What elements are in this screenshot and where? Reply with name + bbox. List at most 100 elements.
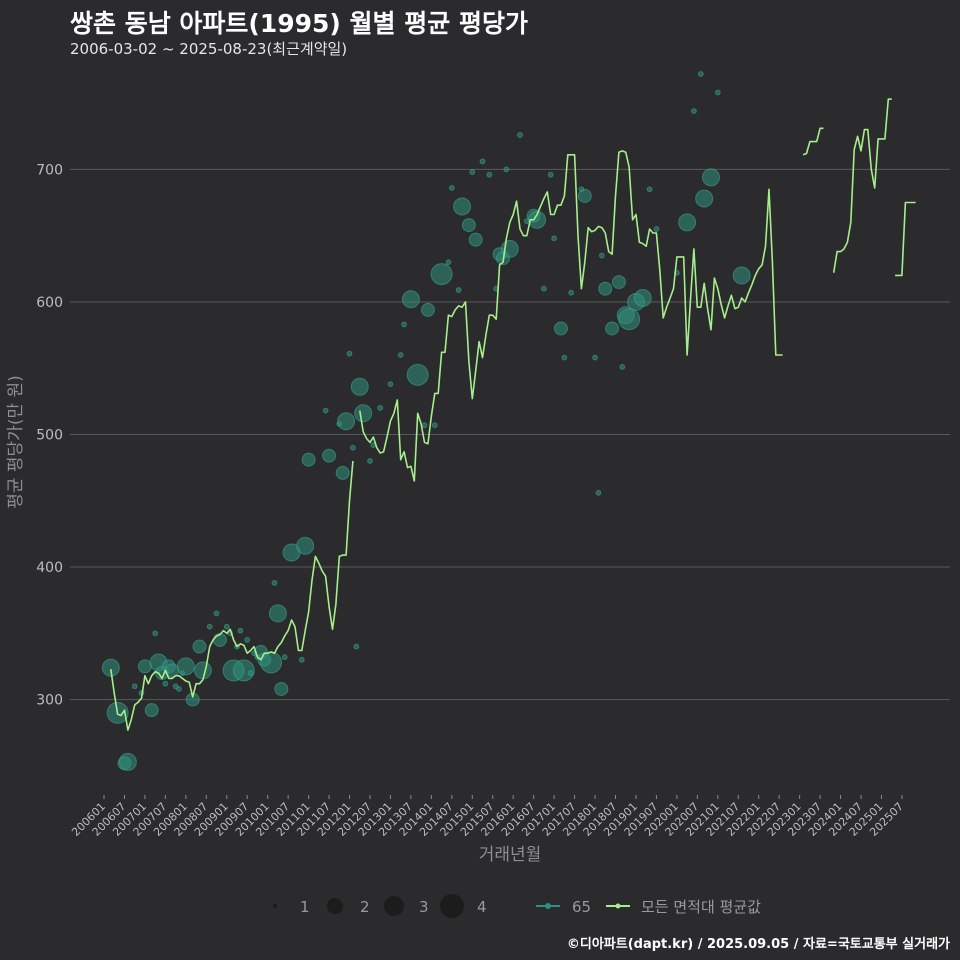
legend-size-1 (272, 903, 278, 909)
average-line-segment (832, 98, 892, 273)
legend-size-label: 4 (477, 898, 487, 916)
data-point-65 (322, 407, 329, 414)
data-point-65 (353, 643, 360, 650)
data-point-65 (350, 444, 356, 451)
data-point-65 (118, 752, 137, 771)
legend-size-label: 2 (360, 898, 370, 916)
series-65-points (101, 71, 751, 771)
data-point-65 (271, 580, 278, 586)
data-point-65 (192, 639, 207, 654)
data-point-65 (695, 189, 714, 208)
legend: 1 2 3 4 65 모든 면적대 평균값 (272, 894, 761, 918)
data-point-65 (431, 422, 438, 429)
data-point-65 (144, 703, 159, 718)
data-point-65 (547, 171, 554, 178)
legend-average-dot (615, 903, 621, 909)
data-point-65 (397, 352, 404, 358)
y-tick-label: 600 (36, 295, 63, 311)
legend-size-label: 1 (300, 898, 310, 916)
series-average-line (110, 98, 916, 731)
data-point-65 (577, 188, 592, 203)
data-point-65 (598, 281, 613, 296)
y-tick-label: 400 (36, 560, 63, 576)
average-line-segment (359, 150, 783, 482)
data-point-65 (461, 218, 476, 233)
data-point-65 (701, 168, 720, 187)
data-point-65 (646, 186, 653, 193)
data-point-65 (540, 285, 547, 292)
data-point-65 (445, 259, 452, 266)
data-point-65 (193, 661, 212, 680)
data-point-65 (322, 448, 337, 463)
data-point-65 (346, 350, 353, 357)
x-axis-ticks: 2006012006072007012007072008012008072009… (69, 795, 906, 839)
data-point-65 (176, 686, 182, 692)
data-point-65 (244, 637, 251, 643)
data-point-65 (131, 683, 138, 690)
data-point-65 (223, 623, 230, 630)
data-point-65 (337, 412, 356, 431)
data-point-65 (517, 132, 523, 138)
y-tick-label: 700 (36, 162, 63, 178)
data-point-65 (274, 681, 289, 696)
gridlines (70, 168, 950, 701)
y-tick-label: 300 (36, 693, 63, 709)
data-point-65 (377, 405, 384, 411)
data-point-65 (206, 623, 213, 630)
data-point-65 (453, 197, 472, 216)
data-point-65 (448, 185, 455, 191)
data-point-65 (213, 610, 220, 617)
data-point-65 (714, 89, 721, 96)
data-point-65 (469, 169, 476, 175)
average-line-segment (895, 201, 916, 277)
data-point-65 (301, 452, 316, 467)
data-point-65 (561, 354, 568, 361)
data-point-65 (421, 422, 428, 429)
data-point-65 (568, 289, 575, 296)
data-point-65 (653, 226, 660, 232)
legend-size-3 (384, 896, 404, 916)
legend-average-label: 모든 면적대 평균값 (641, 898, 761, 916)
data-point-65 (137, 659, 152, 674)
chart-title: 쌍촌 동남 아파트(1995) 월별 평균 평당가 (70, 9, 528, 38)
data-point-65 (595, 489, 602, 496)
data-point-65 (176, 657, 195, 676)
data-point-65 (406, 363, 429, 386)
data-point-65 (350, 377, 369, 396)
data-point-65 (420, 302, 435, 317)
legend-size-2 (327, 898, 343, 914)
data-point-65 (633, 288, 652, 307)
average-line-segment (110, 460, 354, 731)
x-axis-title: 거래년월 (479, 845, 542, 865)
data-point-65 (732, 266, 751, 285)
data-point-65 (247, 670, 254, 676)
legend-65-label: 65 (572, 898, 591, 916)
data-point-65 (592, 354, 598, 361)
data-point-65 (486, 171, 493, 178)
data-point-65 (619, 363, 626, 370)
data-point-65 (455, 287, 462, 293)
data-point-65 (479, 158, 486, 165)
data-point-65 (401, 321, 407, 328)
data-point-65 (298, 656, 305, 663)
average-line-segment (802, 127, 824, 156)
data-point-65 (697, 71, 704, 77)
y-axis-title: 평균 평당가(만 원) (6, 375, 26, 509)
data-point-65 (232, 659, 255, 682)
data-point-65 (281, 654, 288, 661)
data-point-65 (605, 321, 620, 336)
data-point-65 (598, 252, 605, 259)
data-point-65 (611, 275, 626, 290)
y-axis-ticks: 300 400 500 600 700 (36, 162, 63, 708)
data-point-65 (268, 604, 287, 623)
data-point-65 (691, 108, 697, 114)
data-point-65 (468, 232, 483, 247)
data-point-65 (162, 680, 169, 687)
data-point-65 (101, 658, 120, 677)
y-tick-label: 500 (36, 427, 63, 443)
data-point-65 (152, 630, 159, 637)
data-point-65 (401, 290, 420, 309)
data-point-65 (553, 321, 568, 336)
data-point-65 (678, 213, 697, 232)
